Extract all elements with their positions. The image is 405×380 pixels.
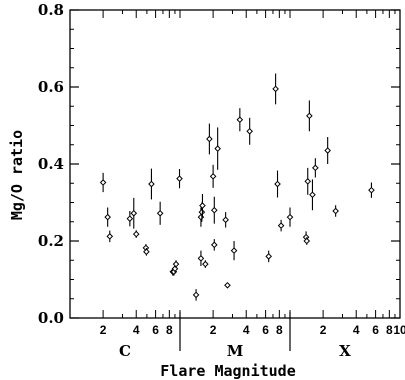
x-tick-label: 2: [100, 323, 107, 337]
data-point: [192, 291, 200, 299]
data-point: [99, 179, 107, 186]
data-point: [209, 173, 217, 180]
data-point: [214, 145, 221, 152]
class-label-C: C: [119, 342, 131, 360]
x-tick-label: 10: [393, 323, 405, 337]
data-point: [303, 237, 311, 245]
data-point: [143, 248, 150, 256]
plot-frame: [69, 9, 401, 319]
data-point: [222, 216, 229, 224]
x-tick-label: 6: [372, 323, 379, 337]
data-point: [132, 230, 140, 238]
data-point: [197, 255, 205, 262]
y-tick-label: 0.4: [38, 155, 64, 173]
data-point: [312, 164, 319, 172]
x-tick-label: 8: [166, 323, 173, 337]
data-point: [332, 207, 339, 215]
class-label-M: M: [227, 342, 244, 360]
data-point: [176, 175, 183, 182]
class-label-X: X: [339, 342, 351, 360]
x-tick-label: 4: [243, 323, 250, 337]
data-point: [104, 213, 111, 221]
data-point: [156, 209, 164, 217]
data-point: [286, 213, 294, 221]
data-point: [306, 112, 313, 120]
data-point: [246, 127, 253, 135]
x-axis-title: Flare Magnitude: [160, 362, 295, 380]
x-tick-label: 8: [386, 323, 393, 337]
data-point: [230, 247, 238, 254]
data-point: [199, 202, 206, 209]
data-point: [236, 116, 244, 124]
data-point: [277, 222, 285, 229]
y-tick-label: 0.8: [38, 1, 64, 19]
data-point: [224, 281, 231, 289]
data-point: [206, 135, 213, 143]
data-point: [198, 208, 206, 216]
data-point: [210, 241, 218, 249]
data-point: [126, 215, 134, 222]
data-point: [210, 206, 218, 214]
data-point: [171, 265, 179, 273]
data-point: [202, 260, 209, 268]
data-point: [272, 85, 279, 93]
y-tick-label: 0.6: [38, 78, 64, 96]
y-axis-title: Mg/O ratio: [8, 130, 26, 220]
data-point: [274, 180, 281, 188]
x-tick-label: 4: [133, 323, 140, 337]
data-point: [106, 233, 114, 240]
x-tick-label: 8: [276, 323, 283, 337]
x-tick-label: 2: [210, 323, 217, 337]
data-point: [304, 178, 312, 185]
data-point: [368, 186, 375, 194]
data-point: [309, 191, 316, 199]
x-tick-label: 6: [262, 323, 269, 337]
x-tick-label: 2: [320, 323, 327, 337]
data-point: [172, 260, 180, 268]
x-tick-label: 4: [353, 323, 360, 337]
y-tick-label: 0.0: [38, 309, 64, 327]
y-tick-label: 0.2: [38, 232, 64, 250]
data-point: [148, 180, 155, 188]
data-point: [324, 147, 331, 154]
x-tick-label: 6: [152, 323, 159, 337]
data-point: [130, 209, 138, 217]
data-point: [265, 253, 272, 260]
